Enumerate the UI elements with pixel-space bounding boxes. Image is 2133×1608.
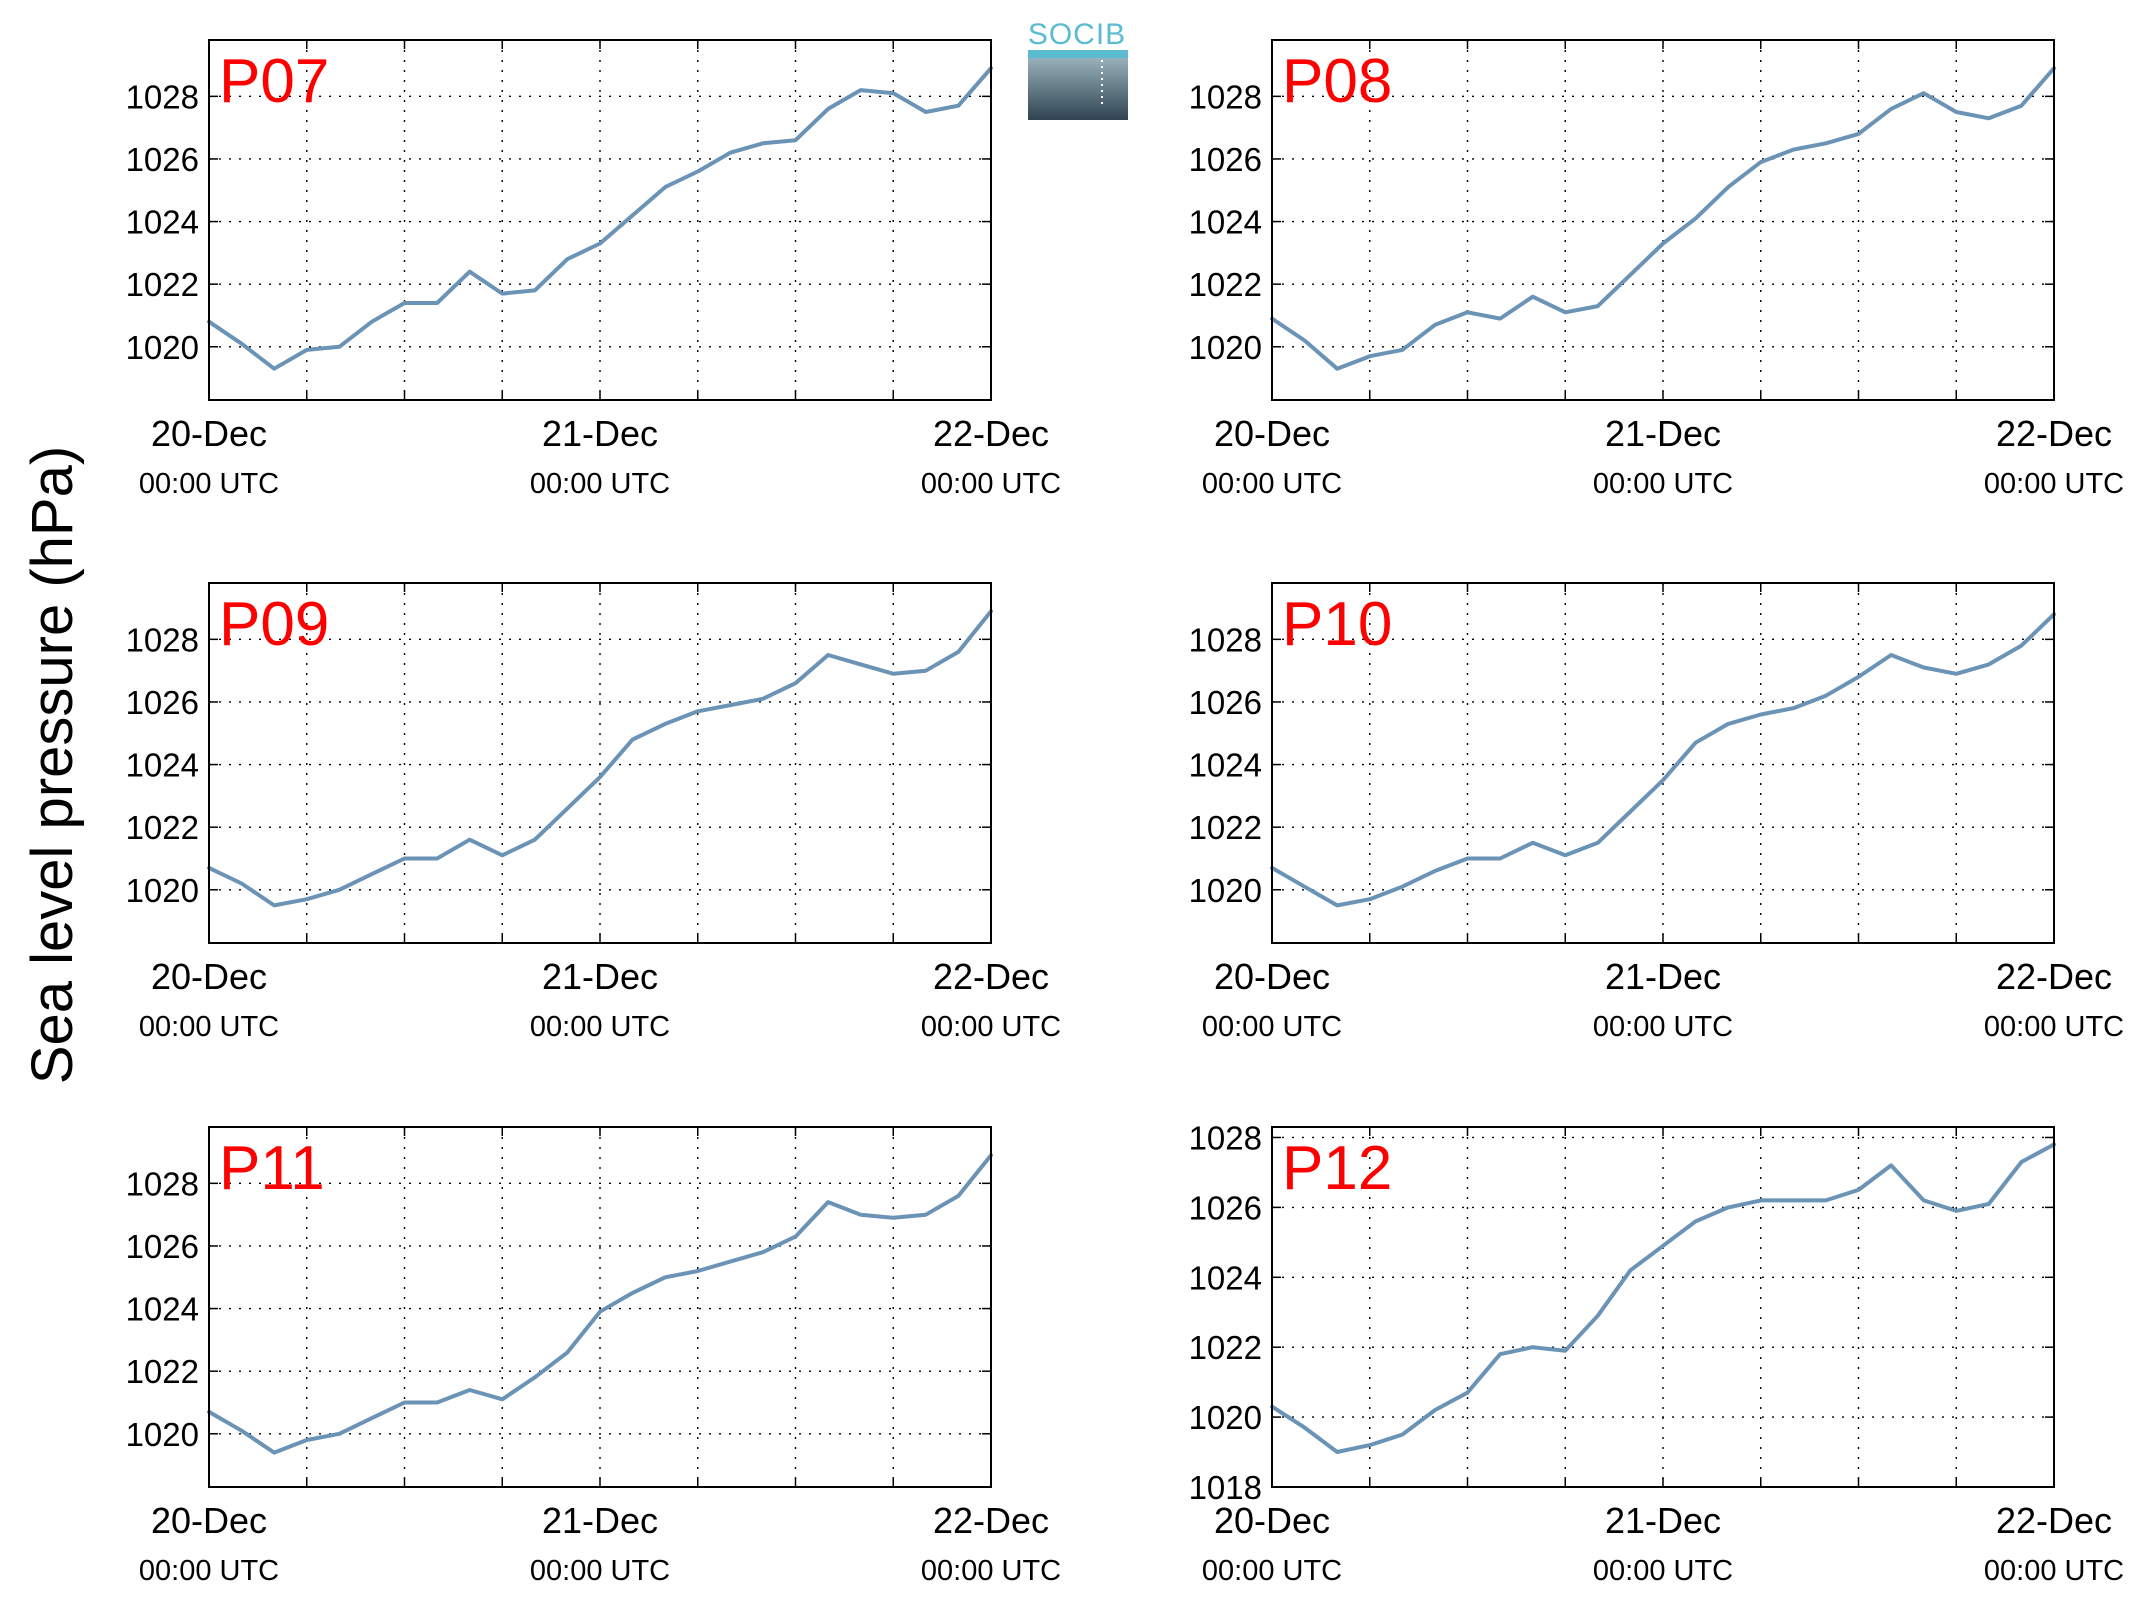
y-tick-label: 1022 <box>1189 266 1262 303</box>
x-tick-time: 00:00 UTC <box>1593 1555 1733 1587</box>
x-tick-time: 00:00 UTC <box>921 1555 1061 1587</box>
socib-logo: SOCIB <box>1028 18 1128 120</box>
x-tick-time: 00:00 UTC <box>139 1011 279 1043</box>
x-tick-time: 00:00 UTC <box>1984 1555 2124 1587</box>
x-tick-date: 22-Dec <box>933 413 1049 454</box>
x-tick-time: 00:00 UTC <box>530 468 670 500</box>
y-tick-label: 1022 <box>1189 1329 1262 1366</box>
panel-p10: 1020 1022 1024 1026 1028 20-Dec 00:00 UTC 21-De… <box>1189 582 2124 1043</box>
y-tick-label: 1022 <box>126 266 199 303</box>
y-tick-label: 1026 <box>126 141 199 178</box>
x-tick-date: 20-Dec <box>1214 413 1330 454</box>
y-tick-label: 1024 <box>126 1291 199 1328</box>
y-tick-label: 1022 <box>126 1353 199 1390</box>
series-line-p09 <box>207 609 993 908</box>
axes-frame <box>1271 39 2055 401</box>
panel-p08: 1020 1022 1024 1026 1028 20-Dec 00:00 UTC 21-De… <box>1189 39 2124 500</box>
x-tick-date: 20-Dec <box>151 956 267 997</box>
panel-tag: P10 <box>1282 590 1392 659</box>
y-tick-label: 1020 <box>126 872 199 909</box>
x-tick-time: 00:00 UTC <box>530 1555 670 1587</box>
x-tick-time: 00:00 UTC <box>1593 1011 1733 1043</box>
series-line-p08 <box>1270 66 2056 371</box>
axes-frame <box>208 582 992 944</box>
logo-block <box>1028 50 1128 120</box>
x-tick-date: 20-Dec <box>1214 956 1330 997</box>
y-tick-label: 1024 <box>1189 1259 1262 1296</box>
y-tick-label: 1020 <box>1189 872 1262 909</box>
x-tick-time: 00:00 UTC <box>1984 468 2124 500</box>
x-tick-date: 20-Dec <box>1214 1500 1330 1541</box>
x-tick-time: 00:00 UTC <box>1593 468 1733 500</box>
series-line-p12 <box>1270 1142 2056 1454</box>
y-tick-label: 1020 <box>126 1416 199 1453</box>
y-tick-label: 1024 <box>1189 747 1262 784</box>
y-tick-label: 1028 <box>126 621 199 658</box>
x-tick-time: 00:00 UTC <box>1202 1011 1342 1043</box>
panel-tag: P11 <box>219 1134 325 1203</box>
x-tick-time: 00:00 UTC <box>1202 468 1342 500</box>
figure-ylabel: Sea level pressure (hPa) <box>20 446 85 1084</box>
panel-tag: P07 <box>219 47 329 116</box>
y-tick-label: 1028 <box>1189 621 1262 658</box>
x-tick-date: 21-Dec <box>1605 1500 1721 1541</box>
x-tick-date: 22-Dec <box>1996 1500 2112 1541</box>
x-tick-time: 00:00 UTC <box>530 1011 670 1043</box>
series-line-p07 <box>207 66 993 371</box>
panel-p09: 1020 1022 1024 1026 1028 20-Dec 00:00 UTC 21-De… <box>126 582 1061 1043</box>
y-tick-label: 1028 <box>1189 1119 1262 1156</box>
y-tick-label: 1020 <box>126 329 199 366</box>
x-tick-date: 21-Dec <box>542 1500 658 1541</box>
y-tick-label: 1028 <box>126 1165 199 1202</box>
y-tick-label: 1024 <box>126 204 199 241</box>
x-tick-date: 20-Dec <box>151 413 267 454</box>
y-tick-label: 1026 <box>1189 1189 1262 1226</box>
x-tick-time: 00:00 UTC <box>921 468 1061 500</box>
axes-frame <box>208 1126 992 1488</box>
y-tick-label: 1020 <box>1189 1399 1262 1436</box>
x-tick-date: 21-Dec <box>542 413 658 454</box>
y-tick-label: 1024 <box>126 747 199 784</box>
y-tick-label: 1022 <box>126 809 199 846</box>
x-tick-time: 00:00 UTC <box>1984 1011 2124 1043</box>
x-tick-date: 21-Dec <box>542 956 658 997</box>
panel-p11: 1020 1022 1024 1026 1028 20-Dec 00:00 UTC 21-De… <box>126 1126 1061 1587</box>
y-tick-label: 1026 <box>1189 141 1262 178</box>
panels: 1020 1022 1024 1026 1028 20-Dec 00:00 UTC 21-De… <box>126 39 2125 1587</box>
x-tick-date: 20-Dec <box>151 1500 267 1541</box>
axes-frame <box>1271 582 2055 944</box>
axes-frame <box>1271 1126 2055 1488</box>
y-tick-label: 1020 <box>1189 329 1262 366</box>
panel-p12: 1018 1020 1022 1024 1026 1028 20-Dec 00:00 UTC 2… <box>1189 1119 2125 1587</box>
panel-tag: P09 <box>219 590 329 659</box>
logo-band <box>1028 50 1128 58</box>
x-tick-date: 22-Dec <box>933 1500 1049 1541</box>
logo-text: SOCIB <box>1028 18 1126 51</box>
y-tick-label: 1028 <box>1189 78 1262 115</box>
y-tick-label: 1018 <box>1189 1469 1262 1506</box>
panel-tag: P12 <box>1282 1134 1392 1203</box>
panel-tag: P08 <box>1282 47 1392 116</box>
y-tick-label: 1028 <box>126 78 199 115</box>
series-line-p10 <box>1270 612 2056 908</box>
x-tick-date: 21-Dec <box>1605 413 1721 454</box>
x-tick-date: 22-Dec <box>933 956 1049 997</box>
x-tick-date: 22-Dec <box>1996 413 2112 454</box>
x-tick-time: 00:00 UTC <box>1202 1555 1342 1587</box>
y-tick-label: 1026 <box>126 1228 199 1265</box>
y-tick-label: 1026 <box>126 684 199 721</box>
panel-p07: 1020 1022 1024 1026 1028 20-Dec 00:00 UTC 21-De… <box>126 39 1061 500</box>
series-line-p11 <box>207 1153 993 1455</box>
x-tick-time: 00:00 UTC <box>921 1011 1061 1043</box>
y-tick-label: 1022 <box>1189 809 1262 846</box>
y-tick-label: 1024 <box>1189 204 1262 241</box>
x-tick-time: 00:00 UTC <box>139 468 279 500</box>
axes-frame <box>208 39 992 401</box>
x-tick-time: 00:00 UTC <box>139 1555 279 1587</box>
y-tick-label: 1026 <box>1189 684 1262 721</box>
x-tick-date: 21-Dec <box>1605 956 1721 997</box>
x-tick-date: 22-Dec <box>1996 956 2112 997</box>
